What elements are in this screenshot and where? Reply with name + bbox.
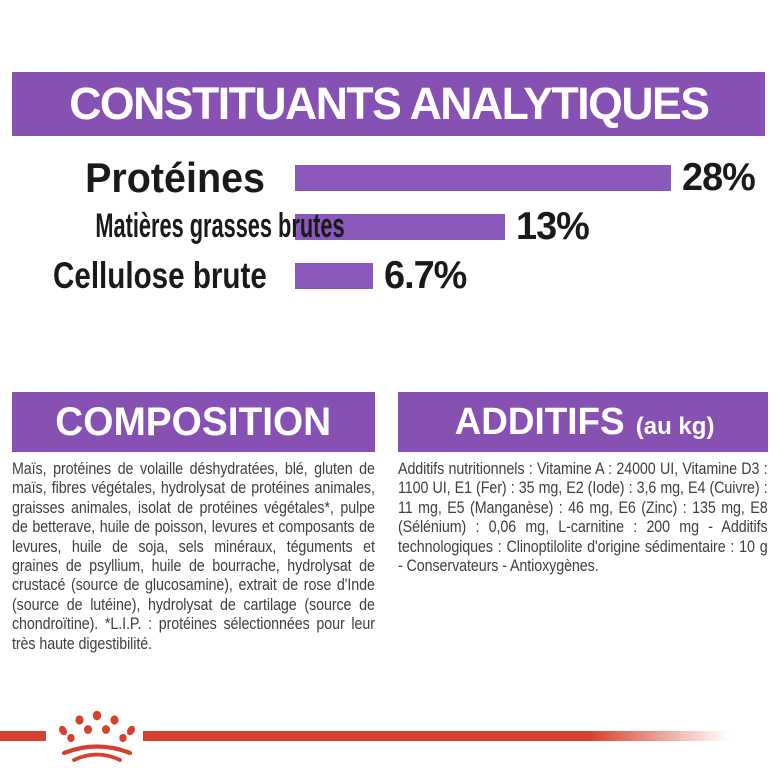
analytical-constituents-banner: CONSTITUANTS ANALYTIQUES bbox=[12, 72, 765, 136]
chart-bar bbox=[295, 164, 671, 191]
chart-row-label: Cellulose brute bbox=[53, 254, 267, 296]
composition-section: COMPOSITION Maïs, protéines de volaille … bbox=[12, 392, 375, 653]
chart-bar bbox=[295, 262, 373, 289]
additifs-header: ADDITIFS (au kg) bbox=[398, 392, 768, 452]
brand-rule-right bbox=[143, 731, 780, 741]
chart-row-value: 28% bbox=[682, 155, 756, 199]
chart-bar bbox=[295, 213, 505, 240]
composition-header: COMPOSITION bbox=[12, 392, 375, 452]
additifs-section: ADDITIFS (au kg) Additifs nutritionnels … bbox=[398, 392, 768, 575]
additifs-title-suffix: (au kg) bbox=[635, 413, 715, 440]
chart-row: Protéines 28% bbox=[0, 153, 780, 202]
chart-row: Matières grasses brutes 13% bbox=[0, 202, 780, 251]
page-title: CONSTITUANTS ANALYTIQUES bbox=[68, 78, 710, 129]
chart-row: Cellulose brute 6.7% bbox=[0, 251, 780, 300]
chart-row-value: 13% bbox=[516, 204, 590, 248]
brand-rule-left bbox=[0, 731, 46, 741]
chart-row-value: 6.7% bbox=[384, 253, 467, 297]
chart-row-label: Protéines bbox=[85, 153, 265, 201]
composition-title: COMPOSITION bbox=[55, 400, 332, 444]
analytical-constituents-chart: Protéines 28% Matières grasses brutes 13… bbox=[0, 153, 780, 300]
additifs-text: Additifs nutritionnels : Vitamine A : 24… bbox=[398, 459, 768, 576]
composition-text: Maïs, protéines de volaille déshydratées… bbox=[12, 459, 375, 653]
royal-canin-crown-icon bbox=[51, 705, 143, 767]
chart-row-label: Matières grasses brutes bbox=[95, 207, 345, 245]
additifs-title: ADDITIFS bbox=[454, 401, 625, 443]
